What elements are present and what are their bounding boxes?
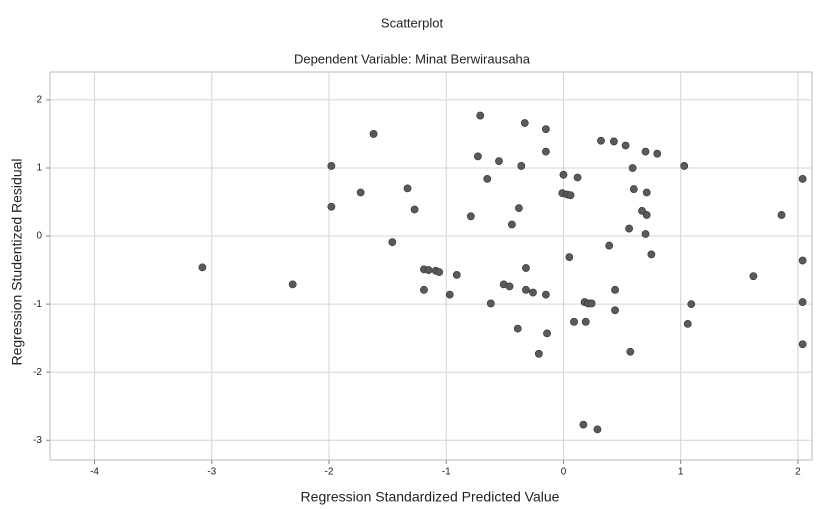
point <box>587 299 596 308</box>
point <box>495 157 503 166</box>
point <box>486 299 495 308</box>
chart-title: Scatterplot <box>381 15 444 30</box>
point <box>642 211 651 219</box>
point <box>505 282 514 291</box>
point <box>466 212 475 221</box>
y-tick-label: -1 <box>33 299 42 310</box>
point <box>581 317 590 326</box>
point <box>653 149 662 158</box>
point <box>628 164 637 172</box>
x-tick-label: -4 <box>90 467 99 478</box>
point <box>641 230 650 238</box>
point <box>621 141 630 150</box>
y-tick-label: 0 <box>36 231 42 242</box>
point <box>424 266 433 274</box>
point <box>541 290 550 299</box>
point <box>288 280 297 289</box>
point <box>566 191 575 200</box>
plot-area <box>49 71 813 461</box>
point <box>388 238 397 247</box>
y-tick-label: 2 <box>36 95 42 106</box>
point <box>565 253 574 262</box>
point <box>410 205 419 214</box>
point <box>626 347 635 356</box>
point <box>579 420 588 429</box>
y-tick-label: 1 <box>36 163 42 174</box>
point <box>798 298 807 306</box>
x-tick-label: -3 <box>207 467 216 478</box>
point <box>570 317 578 326</box>
point <box>327 162 336 170</box>
point <box>611 306 619 315</box>
point <box>522 285 530 294</box>
point <box>403 184 412 193</box>
point <box>522 264 530 272</box>
point <box>356 188 365 197</box>
point <box>452 270 461 279</box>
point <box>534 349 543 358</box>
point <box>798 340 807 349</box>
point <box>647 250 656 259</box>
point <box>517 162 526 170</box>
x-tick-label: -2 <box>325 467 334 478</box>
point <box>541 147 550 156</box>
chart-subtitle: Dependent Variable: Minat Berwirausaha <box>294 51 531 66</box>
point <box>198 263 207 272</box>
point <box>798 256 807 265</box>
point <box>683 319 692 328</box>
point <box>513 324 522 333</box>
point <box>541 125 550 134</box>
x-tick-label: 0 <box>561 467 567 478</box>
point <box>641 147 650 156</box>
x-axis-label: Regression Standardized Predicted Value <box>301 489 560 505</box>
point <box>529 288 537 297</box>
point <box>327 202 336 211</box>
point <box>476 111 485 120</box>
point <box>435 268 444 277</box>
point <box>420 285 428 294</box>
point <box>483 174 492 183</box>
point <box>680 162 689 170</box>
point <box>473 152 482 161</box>
x-tick-label: 2 <box>795 467 801 478</box>
point <box>559 170 568 179</box>
point <box>749 272 758 281</box>
point <box>573 173 582 182</box>
x-tick-label: -1 <box>442 467 451 478</box>
point <box>625 224 634 233</box>
y-tick-label: -2 <box>33 367 42 378</box>
point <box>597 136 605 145</box>
point <box>687 300 696 309</box>
point <box>515 204 523 213</box>
point <box>445 290 454 299</box>
point <box>543 329 551 338</box>
point <box>629 185 638 193</box>
point <box>593 425 602 434</box>
point <box>642 188 651 197</box>
point <box>798 174 807 183</box>
y-axis-label: Regression Studentized Residual <box>9 158 25 365</box>
point <box>609 137 618 146</box>
point <box>777 211 786 219</box>
point <box>369 130 378 138</box>
point <box>605 241 614 250</box>
point <box>520 119 529 127</box>
point <box>507 220 516 229</box>
y-tick-label: -3 <box>33 435 42 446</box>
x-tick-label: 1 <box>678 467 684 478</box>
point <box>611 285 619 294</box>
